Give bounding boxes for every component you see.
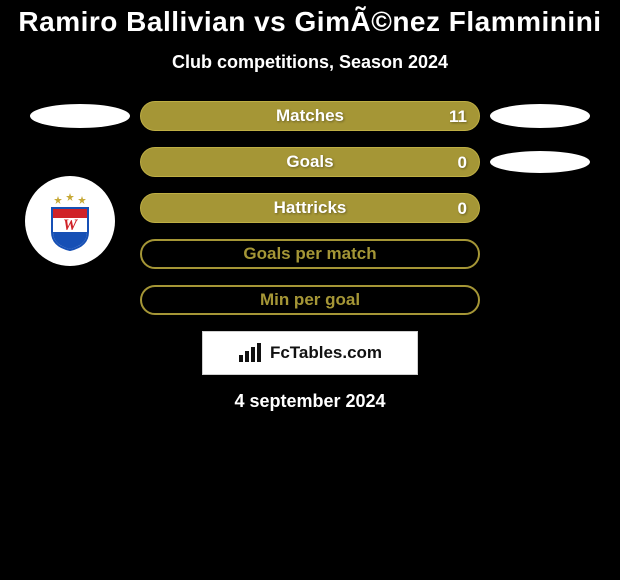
stat-value-left: [141, 194, 165, 224]
shield-icon: W: [52, 208, 88, 250]
stat-bar-matches: Matches 11: [140, 101, 480, 131]
right-player-slot: [480, 104, 600, 128]
bars-icon: [238, 343, 264, 363]
stat-value-right: 11: [437, 102, 479, 132]
player-photo-placeholder: [490, 151, 590, 173]
player-photo-placeholder: [490, 104, 590, 128]
stat-row: Matches 11: [0, 101, 620, 131]
page-title: Ramiro Ballivian vs GimÃ©nez Flamminini: [0, 6, 620, 38]
stat-label: Goals: [286, 152, 333, 172]
stat-row: Goals 0: [0, 147, 620, 177]
brand-card[interactable]: FcTables.com: [202, 331, 418, 375]
stat-value-left: [141, 148, 165, 178]
stat-value-right: 0: [446, 148, 479, 178]
club-badge-icon: W: [37, 188, 103, 254]
stat-bar-hattricks: Hattricks 0: [140, 193, 480, 223]
left-player-slot: [20, 104, 140, 128]
player-photo-placeholder: [30, 104, 130, 128]
stat-value-left: [141, 102, 165, 132]
stat-label: Goals per match: [243, 244, 376, 264]
stat-bar-goals: Goals 0: [140, 147, 480, 177]
stat-bar-min-per-goal: Min per goal: [140, 285, 480, 315]
club-badge-letter: W: [63, 217, 79, 234]
club-badge: W: [25, 176, 115, 266]
stat-label: Hattricks: [274, 198, 347, 218]
comparison-card: Ramiro Ballivian vs GimÃ©nez Flamminini …: [0, 0, 620, 580]
generated-date: 4 september 2024: [0, 391, 620, 412]
brand-text: FcTables.com: [270, 343, 382, 363]
right-player-slot: [480, 151, 600, 173]
stat-bar-goals-per-match: Goals per match: [140, 239, 480, 269]
stat-label: Min per goal: [260, 290, 360, 310]
stat-value-right: 0: [446, 194, 479, 224]
stat-label: Matches: [276, 106, 344, 126]
brand: FcTables.com: [238, 343, 382, 363]
subtitle: Club competitions, Season 2024: [0, 52, 620, 73]
stars-icon: [54, 193, 86, 204]
stat-row: Min per goal: [0, 285, 620, 315]
